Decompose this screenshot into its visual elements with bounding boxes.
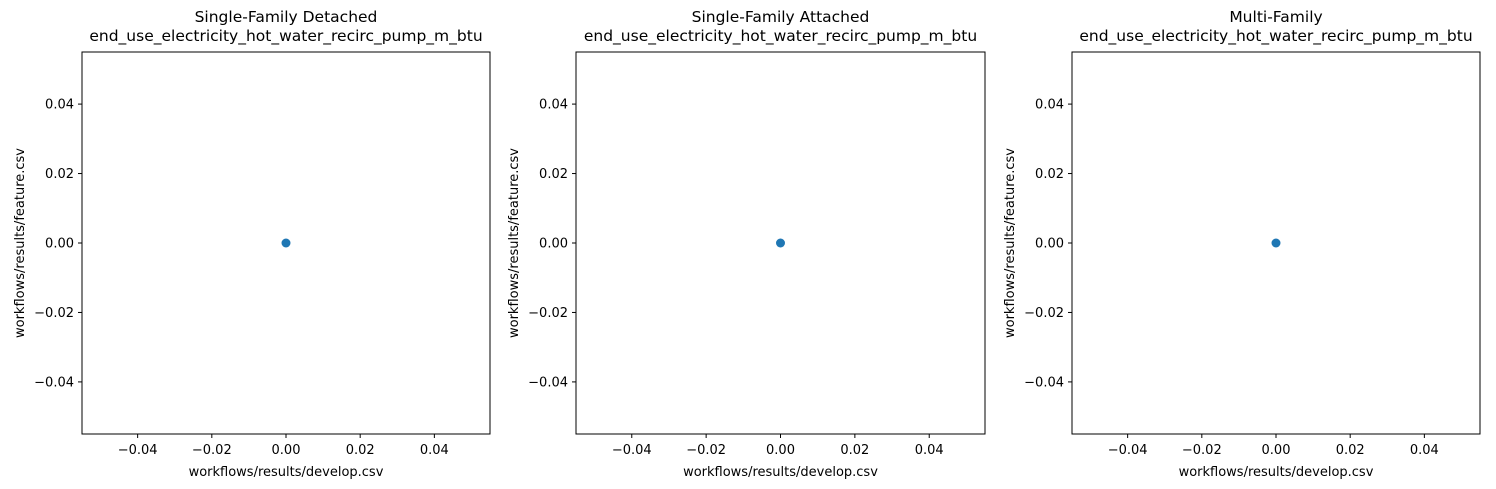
x-tick-label: 0.00 <box>1262 443 1291 458</box>
subplot-title: Single-Family Detached <box>195 8 378 26</box>
x-tick-label: 0.04 <box>1410 443 1439 458</box>
scatter-point <box>1271 238 1281 248</box>
x-tick-label: −0.02 <box>686 443 726 458</box>
subplot-3: Multi-Familyend_use_electricity_hot_wate… <box>1003 8 1481 480</box>
x-tick-label: 0.00 <box>272 443 301 458</box>
subplot-1: Single-Family Detachedend_use_electricit… <box>13 8 491 480</box>
x-tick-label: −0.02 <box>192 443 232 458</box>
x-tick-label: 0.04 <box>420 443 449 458</box>
y-tick-label: −0.04 <box>528 375 568 390</box>
y-tick-label: 0.00 <box>539 237 568 252</box>
x-tick-label: −0.04 <box>118 443 158 458</box>
subplot-subtitle: end_use_electricity_hot_water_recirc_pum… <box>1079 27 1472 46</box>
y-tick-label: −0.04 <box>1024 375 1064 390</box>
y-tick-label: 0.04 <box>45 98 74 113</box>
y-axis-label: workflows/results/feature.csv <box>507 148 522 338</box>
x-axis-label: workflows/results/develop.csv <box>1179 465 1374 480</box>
y-axis-label: workflows/results/feature.csv <box>13 148 28 338</box>
x-axis-label: workflows/results/develop.csv <box>189 465 384 480</box>
x-tick-label: 0.02 <box>346 443 375 458</box>
y-axis-label: workflows/results/feature.csv <box>1003 148 1018 338</box>
y-tick-label: 0.04 <box>539 98 568 113</box>
subplot-2: Single-Family Attachedend_use_electricit… <box>507 8 986 480</box>
x-tick-label: −0.02 <box>1182 443 1222 458</box>
x-tick-label: −0.04 <box>1108 443 1148 458</box>
x-axis-label: workflows/results/develop.csv <box>683 465 878 480</box>
subplot-title: Single-Family Attached <box>692 8 870 26</box>
subplot-subtitle: end_use_electricity_hot_water_recirc_pum… <box>89 27 482 46</box>
y-tick-label: 0.02 <box>539 167 568 182</box>
x-tick-label: 0.00 <box>766 443 795 458</box>
x-tick-label: 0.02 <box>1336 443 1365 458</box>
y-tick-label: 0.02 <box>45 167 74 182</box>
scatter-point <box>281 238 291 248</box>
x-tick-label: 0.02 <box>840 443 869 458</box>
y-tick-label: 0.04 <box>1035 98 1064 113</box>
x-tick-label: −0.04 <box>612 443 652 458</box>
subplot-title: Multi-Family <box>1229 8 1322 26</box>
y-tick-label: 0.00 <box>1035 237 1064 252</box>
y-tick-label: 0.00 <box>45 237 74 252</box>
scatter-point <box>776 238 785 248</box>
x-tick-label: 0.04 <box>915 443 944 458</box>
y-tick-label: −0.02 <box>528 306 568 321</box>
y-tick-label: −0.02 <box>1024 306 1064 321</box>
y-tick-label: −0.04 <box>34 375 74 390</box>
y-tick-label: −0.02 <box>34 306 74 321</box>
subplot-subtitle: end_use_electricity_hot_water_recirc_pum… <box>584 27 977 46</box>
y-tick-label: 0.02 <box>1035 167 1064 182</box>
